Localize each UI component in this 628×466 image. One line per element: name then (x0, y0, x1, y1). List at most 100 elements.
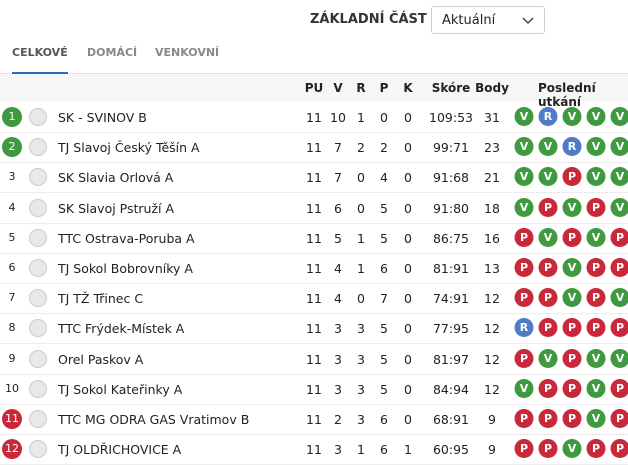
form-badge: R (514, 318, 534, 338)
form-badge: P (610, 318, 628, 338)
team-name[interactable]: TJ OLDŘICHOVICE A (58, 442, 182, 458)
form-badge: P (586, 318, 606, 338)
k-cell: 0 (404, 200, 412, 216)
form-badge: V (610, 107, 628, 126)
form-badge: V (514, 197, 534, 217)
team-name[interactable]: TTC Ostrava-Poruba A (58, 230, 195, 246)
form-badge: P (610, 439, 628, 459)
form-badge: V (538, 227, 558, 247)
p-cell: 6 (380, 261, 388, 276)
body-cell: 9 (488, 412, 496, 427)
rank: 6 (8, 261, 16, 274)
k-cell: 0 (404, 110, 412, 125)
form-badge: V (586, 409, 606, 428)
rank: 4 (8, 200, 16, 214)
table-row: 1 SK - SVINOV B 11 10 1 0 0 109:53 31 V R V V V (0, 102, 628, 133)
v-cell: 3 (334, 321, 342, 337)
body-cell: 9 (488, 442, 496, 458)
table-row: 2 TJ Slavoj Český Těšín A 11 7 2 2 0 99:71 23 V V R… (0, 132, 628, 164)
phase-select[interactable]: Aktuální (431, 6, 545, 34)
team-logo (29, 259, 47, 277)
pu-cell: 11 (306, 442, 322, 458)
team-logo (29, 198, 47, 217)
team-logo (29, 289, 47, 308)
form-badge: V (610, 137, 628, 157)
body-cell: 21 (484, 170, 500, 186)
form-badge: V (514, 378, 534, 398)
rank: 5 (8, 230, 16, 244)
team-name[interactable]: TJ TŽ Třinec C (58, 291, 144, 307)
r-cell: 3 (357, 381, 365, 397)
p-cell: 5 (380, 321, 388, 337)
score-cell: 109:53 (429, 110, 473, 125)
pu-cell: 11 (306, 351, 322, 367)
k-cell: 0 (404, 381, 412, 397)
score-cell: 74:91 (432, 291, 470, 307)
r-cell: 1 (357, 442, 365, 458)
p-cell: 5 (380, 230, 388, 246)
v-cell: 3 (334, 442, 342, 458)
body-cell: 18 (484, 200, 500, 216)
score-cell: 91:80 (432, 200, 470, 216)
column-header: Skóre (431, 81, 471, 95)
rank: 11 (2, 409, 22, 429)
r-cell: 0 (357, 200, 365, 216)
form-badge: V (610, 348, 628, 368)
form-badge: P (562, 348, 582, 368)
team-name[interactable]: SK - SVINOV B (58, 110, 147, 125)
form-badge: P (538, 439, 558, 459)
pu-cell: 11 (306, 291, 322, 307)
team-name[interactable]: TJ Slavoj Český Těšín A (58, 140, 200, 156)
score-cell: 81:91 (432, 261, 470, 276)
team-logo (29, 319, 47, 338)
p-cell: 2 (380, 140, 388, 156)
r-cell: 0 (357, 291, 365, 307)
table-row: 9 Orel Paskov A 11 3 3 5 0 81:97 12 P V P V V (0, 344, 628, 375)
form-badge: P (538, 409, 558, 428)
form-badge: V (586, 378, 606, 398)
team-logo (29, 410, 47, 428)
tab[interactable]: CELKOVÉ (12, 46, 68, 74)
form-badge: V (586, 137, 606, 157)
k-cell: 0 (404, 170, 412, 186)
pu-cell: 11 (306, 412, 322, 427)
team-name[interactable]: SK Slavia Orlová A (58, 170, 174, 186)
table-row: 3 SK Slavia Orlová A 11 7 0 4 0 91:68 21 V V P V V (0, 162, 628, 194)
form-badge: V (514, 137, 534, 157)
body-cell: 31 (484, 110, 500, 125)
form-badge: V (586, 348, 606, 368)
pu-cell: 11 (306, 170, 322, 186)
form-badge: P (562, 318, 582, 338)
form-badge: P (586, 439, 606, 459)
chevron (522, 17, 534, 25)
form-badge: R (538, 107, 558, 126)
v-cell: 3 (334, 351, 342, 367)
team-name[interactable]: SK Slavoj Pstruží A (58, 200, 175, 216)
form-badge: P (562, 167, 582, 187)
form-badge: P (610, 378, 628, 398)
form-badge: P (538, 378, 558, 398)
team-logo (29, 228, 47, 247)
tab[interactable]: VENKOVNÍ (155, 46, 220, 59)
column-header: Body (475, 81, 509, 95)
v-cell: 7 (334, 170, 342, 186)
form-badge: V (538, 348, 558, 368)
table-row: 10 TJ Sokol Kateřinky A 11 3 3 5 0 84:94 12 V P P V P (0, 374, 628, 405)
table-row: 5 TTC Ostrava-Poruba A 11 5 1 5 0 86:75 16 P V P V P (0, 223, 628, 254)
v-cell: 10 (330, 110, 346, 125)
column-header: V (333, 81, 343, 95)
r-cell: 1 (357, 261, 365, 276)
team-name[interactable]: Orel Paskov A (58, 351, 144, 367)
pu-cell: 11 (306, 140, 322, 156)
team-name[interactable]: TTC Frýdek-Místek A (58, 321, 185, 337)
form-badge: P (610, 258, 628, 277)
form-badge: P (514, 409, 534, 428)
form-badge: P (586, 288, 606, 308)
r-cell: 0 (357, 170, 365, 186)
team-name[interactable]: TJ Sokol Kateřinky A (58, 381, 183, 397)
form-badge: V (538, 167, 558, 187)
tab[interactable]: DOMÁCÍ (87, 46, 138, 59)
team-name[interactable]: TTC MG ODRA GAS Vratimov B (58, 412, 250, 427)
team-name[interactable]: TJ Sokol Bobrovníky A (58, 261, 193, 276)
